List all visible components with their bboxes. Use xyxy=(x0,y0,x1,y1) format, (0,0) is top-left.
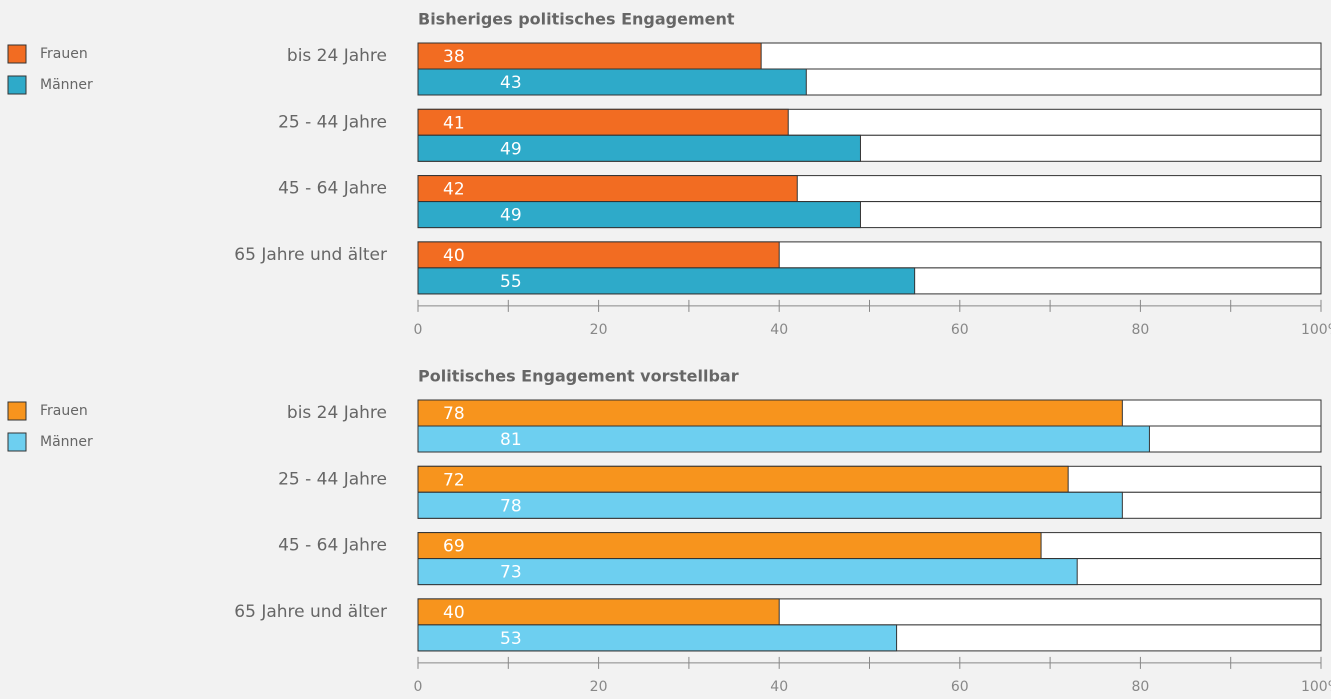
bar xyxy=(417,267,916,295)
value-label: 49 xyxy=(500,206,522,226)
category-label: 25 - 44 Jahre xyxy=(278,112,387,132)
value-label: 78 xyxy=(443,404,465,424)
category-label: 25 - 44 Jahre xyxy=(278,469,387,489)
x-tick-label: 40 xyxy=(770,679,788,695)
value-label: 40 xyxy=(443,246,465,266)
x-tick-label: 20 xyxy=(590,679,608,695)
category-label: 65 Jahre und älter xyxy=(234,245,387,265)
value-label: 73 xyxy=(500,563,522,583)
category-label: 45 - 64 Jahre xyxy=(278,179,387,199)
value-label: 42 xyxy=(443,180,465,200)
value-label: 49 xyxy=(500,139,522,159)
legend-label: Frauen xyxy=(40,403,88,419)
value-label: 41 xyxy=(443,113,465,133)
value-label: 40 xyxy=(443,603,465,623)
value-label: 81 xyxy=(500,430,522,450)
value-label: 55 xyxy=(500,272,522,292)
bar xyxy=(417,241,780,269)
x-tick-label: 20 xyxy=(590,322,608,338)
bar xyxy=(417,175,798,203)
legend-label: Männer xyxy=(40,77,93,93)
value-label: 53 xyxy=(500,629,522,649)
value-label: 69 xyxy=(443,537,465,557)
x-tick-label: 60 xyxy=(951,679,969,695)
x-tick-label: 80 xyxy=(1131,679,1149,695)
x-tick-label: 40 xyxy=(770,322,788,338)
legend-swatch xyxy=(7,401,27,421)
bar xyxy=(417,201,861,229)
bar xyxy=(417,42,762,70)
bar xyxy=(417,491,1123,519)
bar xyxy=(417,108,789,136)
legend-label: Frauen xyxy=(40,46,88,62)
bar xyxy=(417,425,1150,453)
bar xyxy=(417,465,1069,493)
chart-title: Bisheriges politisches Engagement xyxy=(418,10,735,29)
legend-label: Männer xyxy=(40,434,93,450)
bar xyxy=(417,134,861,162)
x-tick-label: 0 xyxy=(414,322,423,338)
category-label: bis 24 Jahre xyxy=(287,403,387,423)
x-tick-label: 100% xyxy=(1301,679,1331,695)
x-tick-label: 0 xyxy=(414,679,423,695)
x-tick-label: 60 xyxy=(951,322,969,338)
bar xyxy=(417,68,807,96)
category-label: 45 - 64 Jahre xyxy=(278,536,387,556)
legend-swatch xyxy=(7,44,27,64)
bar xyxy=(417,624,898,652)
category-label: bis 24 Jahre xyxy=(287,46,387,66)
x-tick-label: 100% xyxy=(1301,322,1331,338)
value-label: 78 xyxy=(500,496,522,516)
legend-swatch xyxy=(7,432,27,452)
bar xyxy=(417,598,780,626)
bar xyxy=(417,399,1123,427)
category-label: 65 Jahre und älter xyxy=(234,602,387,622)
value-label: 43 xyxy=(500,73,522,93)
legend-swatch xyxy=(7,75,27,95)
bar xyxy=(417,532,1042,560)
x-tick-label: 80 xyxy=(1131,322,1149,338)
bar xyxy=(417,558,1078,586)
value-label: 38 xyxy=(443,47,465,67)
value-label: 72 xyxy=(443,470,465,490)
chart-title: Politisches Engagement vorstellbar xyxy=(418,367,739,386)
